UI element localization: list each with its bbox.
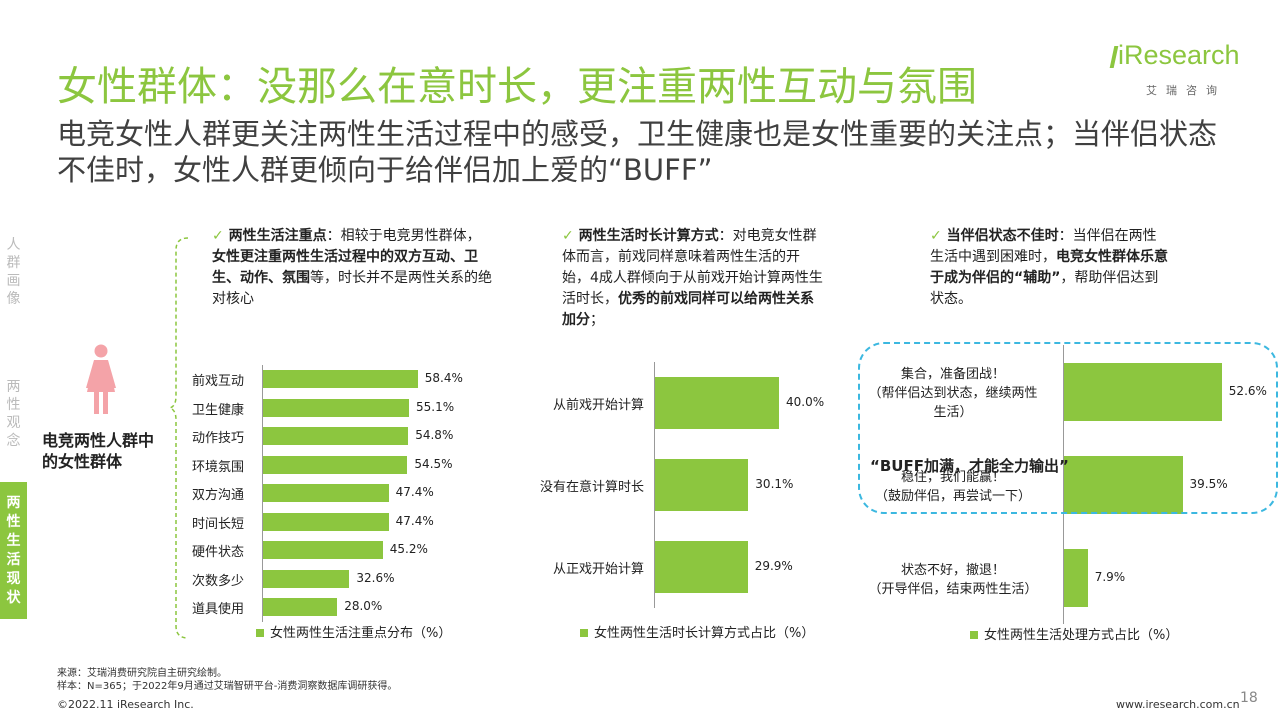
sidebar-item-profile[interactable]: 人群画像 xyxy=(0,236,27,308)
category-label: （开导伴侣，结束两性生活） xyxy=(868,581,1038,597)
category-label: 次数多少 xyxy=(192,573,245,589)
category-label: 双方沟通 xyxy=(192,488,245,504)
note-1: ✓ 两性生活注重点：相较于电竞男性群体， 女性更注重两性生活过程中的双方互动、卫生… xyxy=(212,226,492,310)
footer-source: 来源：艾瑞消费研究院自主研究绘制。 xyxy=(57,668,227,679)
legend-label: 女性两性生活处理方式占比（%） xyxy=(984,628,1179,643)
note-1-emphasis: 女性更注重两性生活过程中的双方互动、卫生、动作、氛围 xyxy=(212,249,478,286)
category-label: 环境氛围 xyxy=(192,459,245,475)
bar xyxy=(655,377,779,429)
note-1-text: ：相较于电竞男性群体， xyxy=(326,228,481,244)
chart-axis xyxy=(654,362,655,608)
sidebar-item-views[interactable]: 两性观念 xyxy=(0,378,27,450)
category-label: 道具使用 xyxy=(192,602,245,618)
bar xyxy=(1064,455,1183,514)
data-label: 54.5% xyxy=(414,456,453,471)
footer-url[interactable]: www.iresearch.com.cn xyxy=(1116,698,1240,711)
category-label: 没有在意计算时长 xyxy=(539,480,644,495)
category-label: 生活） xyxy=(933,405,973,420)
footer-sample: 样本：N=365；于2022年9月通过艾瑞智研平台-消费洞察数据库调研获得。 xyxy=(57,681,398,692)
data-label: 54.8% xyxy=(415,428,454,443)
category-label: 前戏互动 xyxy=(192,374,245,390)
bar xyxy=(263,569,350,588)
category-label: 硬件状态 xyxy=(192,545,245,561)
data-label: 7.9% xyxy=(1094,569,1126,584)
note-3-emphasis: 电竞女性群体乐意于成为伴侣的“辅助” xyxy=(930,249,1168,286)
highlight-box xyxy=(858,342,1278,514)
check-icon: ✓ xyxy=(930,228,947,244)
data-label: 32.6% xyxy=(356,570,395,585)
person-label: 电竞两性人群中的女性群体 xyxy=(42,431,155,471)
bracket-divider xyxy=(168,237,189,639)
legend-label: 女性两性生活注重点分布（%） xyxy=(270,626,452,641)
data-label: 39.5% xyxy=(1189,476,1228,491)
check-icon: ✓ xyxy=(562,228,579,244)
note-2: ✓ 两性生活时长计算方式：对电竞女性群体而言，前戏同样意味着两性生活的开始，4成… xyxy=(562,226,824,331)
sidebar-item-label: 人群画像 xyxy=(6,237,21,307)
legend-swatch xyxy=(256,629,264,637)
note-3-text-end: ，帮助伴侣达到状态。 xyxy=(930,270,1159,307)
bar xyxy=(263,484,389,503)
note-2-text-end: ； xyxy=(590,312,604,328)
bar xyxy=(1064,362,1222,421)
category-label: 集合，准备团战！ xyxy=(900,367,1005,382)
note-3: ✓ 当伴侣状态不佳时：当伴侣在两性生活中遇到困难时，电竞女性群体乐意于成为伴侣的… xyxy=(930,226,1170,310)
bar xyxy=(263,455,408,474)
data-label: 47.4% xyxy=(395,485,434,500)
bar xyxy=(263,598,338,617)
footer-copyright: ©2022.11 iResearch Inc. xyxy=(57,698,194,711)
bar xyxy=(263,512,389,531)
legend-swatch xyxy=(580,629,588,637)
data-label: 30.1% xyxy=(755,477,794,491)
category-label: 稳住，我们能赢！ xyxy=(900,469,1005,485)
chart-legend: 女性两性生活处理方式占比（%） xyxy=(970,624,1178,643)
data-label: 28.0% xyxy=(344,599,383,614)
bar xyxy=(263,398,409,417)
check-icon: ✓ xyxy=(212,228,229,244)
sidebar-item-label: 两性观念 xyxy=(6,379,21,449)
category-label: 动作技巧 xyxy=(192,431,245,447)
category-label: 时间长短 xyxy=(192,516,245,532)
logo-wordmark: iResearch xyxy=(1118,40,1240,70)
chart-axis xyxy=(1063,345,1064,624)
category-label: 状态不好，撤退！ xyxy=(900,562,1005,578)
note-2-emphasis: 优秀的前戏同样可以给两性关系加分 xyxy=(562,291,814,328)
bar xyxy=(263,427,409,446)
bar xyxy=(655,541,748,593)
legend-label: 女性两性生活时长计算方式占比（%） xyxy=(594,626,815,641)
page-subtitle: 电竞女性人群更关注两性生活过程中的感受，卫生健康也是女性重要的关注点；当伴侣状态… xyxy=(57,117,1218,187)
bar xyxy=(1064,548,1088,607)
category-label: （鼓励伴侣，再尝试一下） xyxy=(874,488,1031,504)
bar xyxy=(263,541,383,560)
note-2-text: ：对电竞女性群体而言，前戏同样意味着两性生活的开始，4成人群倾向于从前戏开始计算… xyxy=(562,228,823,307)
data-label: 58.4% xyxy=(424,371,463,386)
note-1-text-end: 等，时长并不是两性关系的绝对核心 xyxy=(212,270,492,307)
note-3-text: ：当伴侣在两性生活中遇到困难时， xyxy=(930,228,1157,265)
chart-axis xyxy=(262,365,263,622)
category-label: 从正戏开始计算 xyxy=(552,562,644,577)
bar xyxy=(263,370,418,389)
category-label: 从前戏开始计算 xyxy=(552,398,644,413)
category-label: 卫生健康 xyxy=(192,402,245,418)
data-label: 47.4% xyxy=(395,513,434,528)
sidebar-item-status[interactable]: 两性生活现状 xyxy=(0,482,27,619)
data-label: 29.9% xyxy=(754,559,793,573)
data-label: 55.1% xyxy=(416,399,455,414)
buff-callout: “BUFF加满，才能全力输出” xyxy=(870,457,1069,475)
note-2-heading: 两性生活时长计算方式 xyxy=(578,228,719,244)
sidebar-item-label: 两性生活现状 xyxy=(6,495,21,606)
data-label: 45.2% xyxy=(389,542,428,557)
category-label: （帮伴侣达到状态，继续两性 xyxy=(868,386,1038,401)
bar xyxy=(655,459,749,511)
chart-legend: 女性两性生活时长计算方式占比（%） xyxy=(580,622,814,641)
female-person-icon xyxy=(86,344,116,414)
page-number: 18 xyxy=(1240,690,1258,706)
legend-swatch xyxy=(970,631,978,639)
logo-chinese: 艾瑞咨询 xyxy=(1146,84,1226,97)
note-3-heading: 当伴侣状态不佳时 xyxy=(946,228,1059,244)
data-label: 40.0% xyxy=(786,395,825,409)
chart-legend: 女性两性生活注重点分布（%） xyxy=(256,622,451,641)
note-1-heading: 两性生活注重点 xyxy=(228,228,327,244)
page-title: 女性群体：没那么在意时长，更注重两性互动与氛围 xyxy=(57,64,977,110)
data-label: 52.6% xyxy=(1228,383,1267,398)
